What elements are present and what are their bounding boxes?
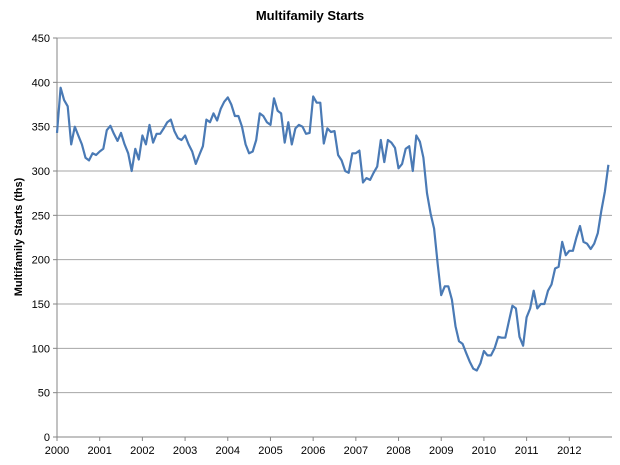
y-tick-label: 0 [44, 432, 50, 444]
x-tick-label: 2000 [45, 445, 69, 457]
x-tick-label: 2008 [386, 445, 410, 457]
chart-title: Multifamily Starts [256, 8, 364, 23]
y-tick-label: 100 [32, 343, 50, 355]
x-tick-label: 2004 [216, 445, 240, 457]
y-tick-label: 50 [38, 388, 50, 400]
x-tick-label: 2005 [258, 445, 282, 457]
x-tick-label: 2001 [87, 445, 111, 457]
y-tick-label: 250 [32, 210, 50, 222]
y-tick-label: 450 [32, 33, 50, 45]
x-tick-label: 2012 [557, 445, 581, 457]
y-tick-label: 300 [32, 166, 50, 178]
y-tick-label: 150 [32, 299, 50, 311]
x-tick-label: 2009 [429, 445, 453, 457]
y-tick-label: 200 [32, 255, 50, 267]
y-axis-label: Multifamily Starts (ths) [13, 177, 25, 296]
x-tick-label: 2007 [344, 445, 368, 457]
x-tick-label: 2006 [301, 445, 325, 457]
y-tick-label: 400 [32, 77, 50, 89]
x-tick-label: 2002 [130, 445, 154, 457]
series-line [55, 86, 610, 372]
x-tick-label: 2010 [472, 445, 496, 457]
x-tick-label: 2003 [173, 445, 197, 457]
x-tick-label: 2011 [515, 445, 539, 457]
y-tick-label: 350 [32, 122, 50, 134]
